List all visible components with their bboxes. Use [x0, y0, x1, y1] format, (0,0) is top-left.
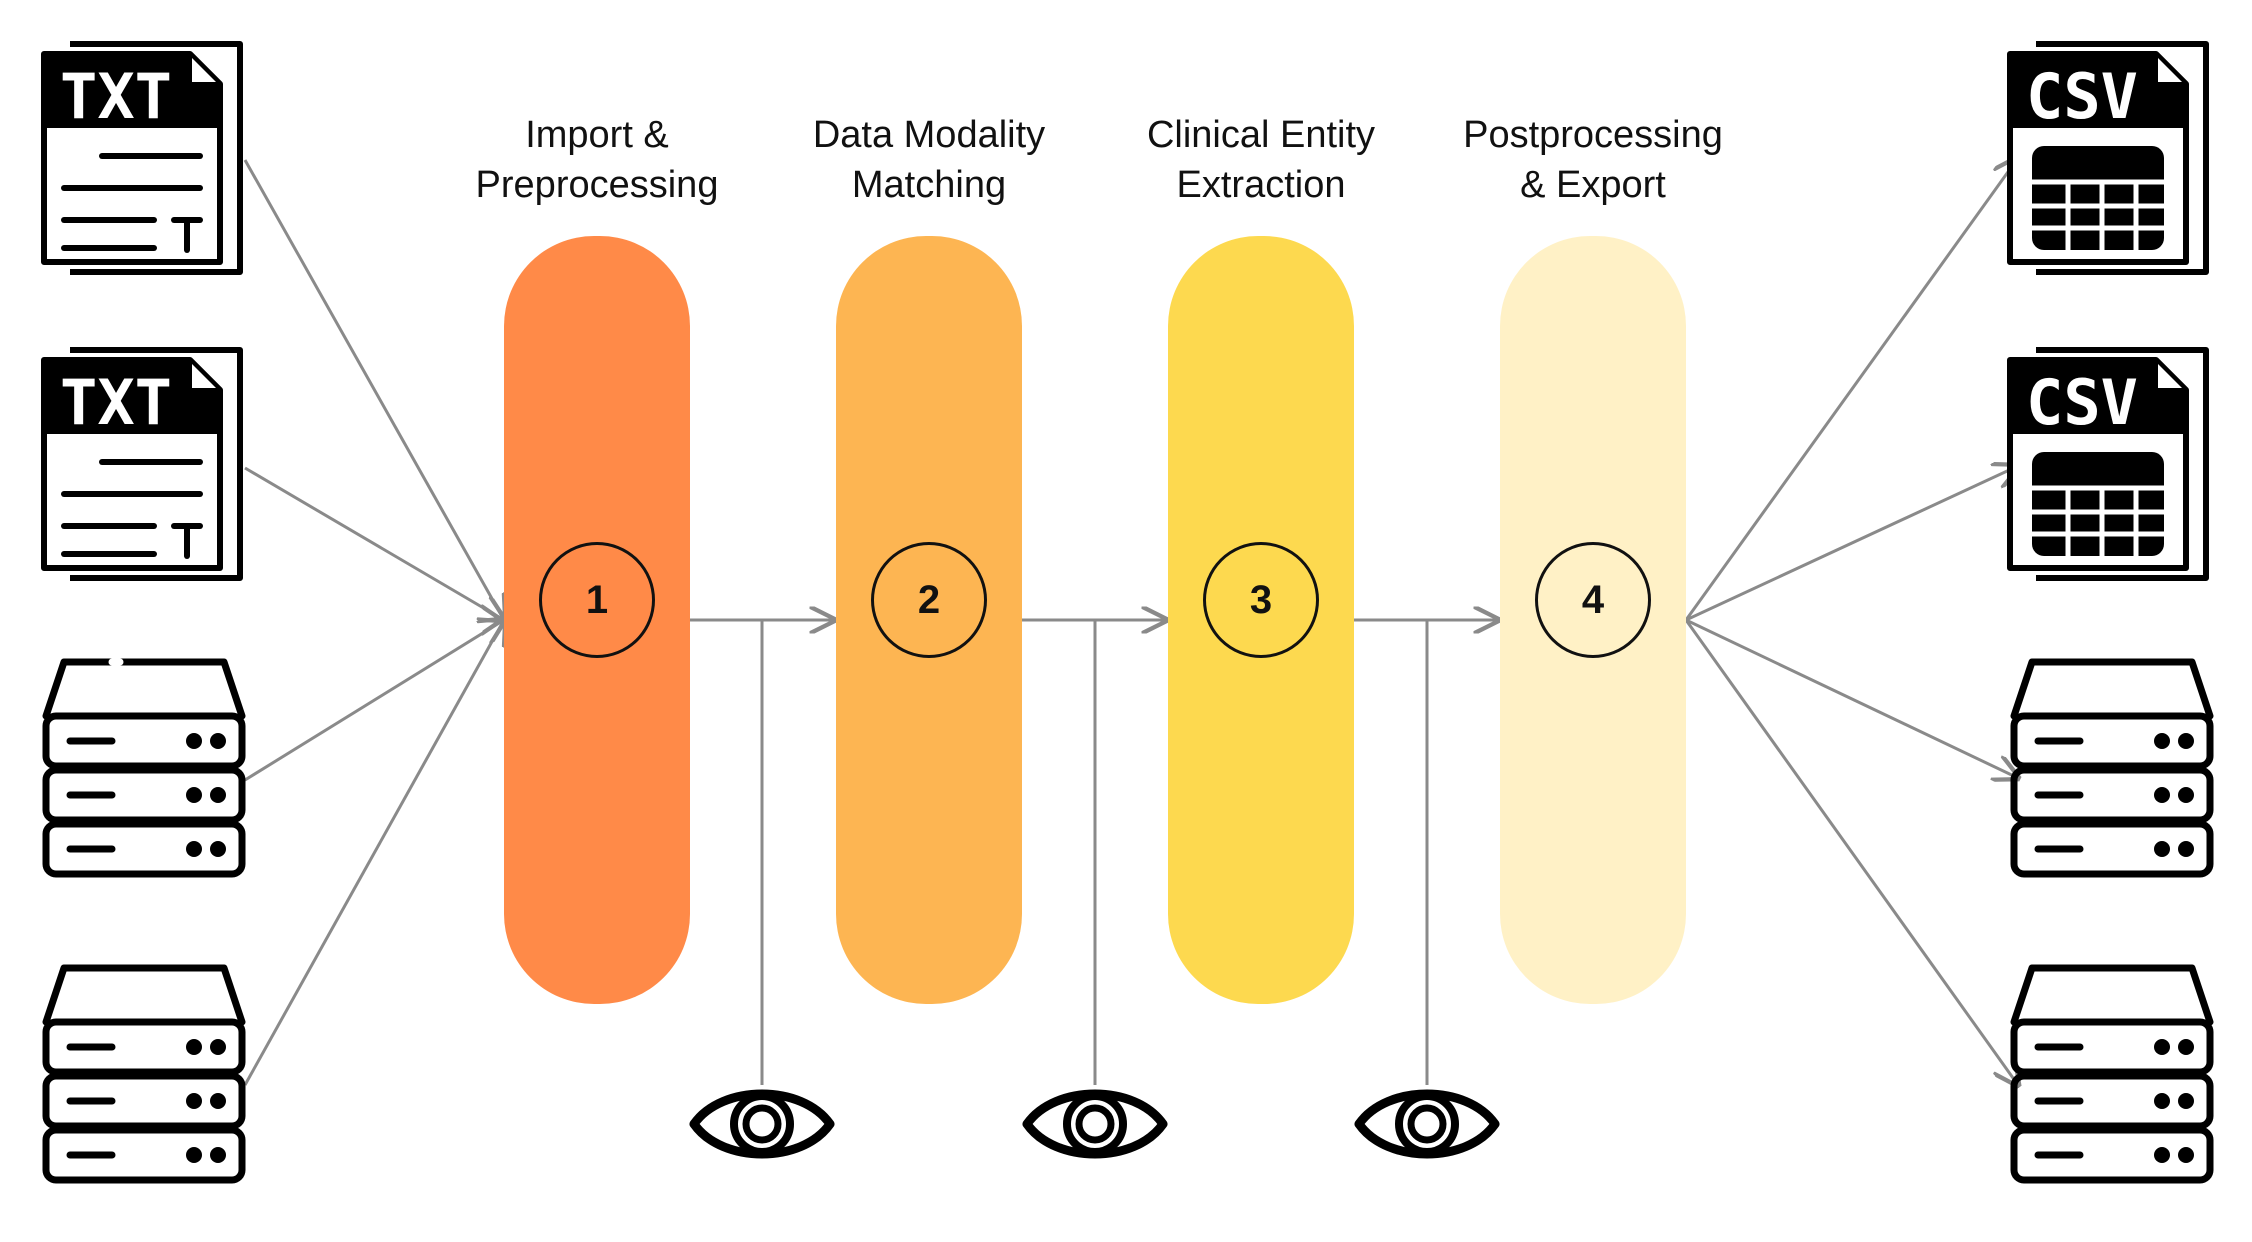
- database-server-icon: [2010, 964, 2214, 1184]
- stage-number: 2: [871, 542, 987, 658]
- stage-number: 3: [1203, 542, 1319, 658]
- stage-title: Postprocessing & Export: [1433, 110, 1753, 210]
- stage-number: 1: [539, 542, 655, 658]
- input-connector: [244, 466, 504, 620]
- stage-title-line: Preprocessing: [475, 164, 719, 206]
- input-connectors: [243, 159, 504, 1086]
- csv-label: CSV: [2026, 60, 2138, 133]
- csv-file-icon: CSV: [2007, 347, 2209, 581]
- eye-icon: [689, 1089, 835, 1159]
- stage-number: 4: [1535, 542, 1651, 658]
- eye-icon: [1354, 1089, 1500, 1159]
- database-server-icon: [42, 658, 246, 878]
- txt-file-icon: TXT: [41, 41, 243, 275]
- input-connector: [243, 159, 504, 620]
- output-connector: [1685, 466, 2018, 622]
- csv-label: CSV: [2026, 366, 2138, 439]
- eye-icon: [1022, 1089, 1168, 1159]
- database-server-icon: [42, 964, 246, 1184]
- txt-label: TXT: [60, 60, 172, 133]
- stage-title-line: Import &: [525, 114, 669, 156]
- txt-label: TXT: [60, 366, 172, 439]
- input-connector: [243, 620, 504, 1086]
- csv-file-icon: CSV: [2007, 41, 2209, 275]
- database-server-icon: [2010, 658, 2214, 878]
- output-connectors: [1684, 158, 2018, 1085]
- stage-title-line: Postprocessing: [1463, 114, 1723, 156]
- stage-title-line: Extraction: [1176, 164, 1346, 206]
- stage-title-line: Clinical Entity: [1146, 114, 1376, 156]
- stage-title-line: & Export: [1520, 164, 1666, 206]
- stage-title-line: Matching: [851, 164, 1007, 206]
- output-connector: [1684, 158, 2018, 621]
- stage-title: Import & Preprocessing: [437, 110, 757, 210]
- output-connector: [1684, 619, 2018, 1085]
- monitor-taps: [760, 620, 1429, 1085]
- stage-title-line: Data Modality: [812, 114, 1046, 156]
- txt-file-icon: TXT: [41, 347, 243, 581]
- stage-title: Clinical Entity Extraction: [1101, 110, 1421, 210]
- output-connector: [1685, 618, 2018, 778]
- input-connector: [244, 620, 504, 782]
- stage-title: Data Modality Matching: [769, 110, 1089, 210]
